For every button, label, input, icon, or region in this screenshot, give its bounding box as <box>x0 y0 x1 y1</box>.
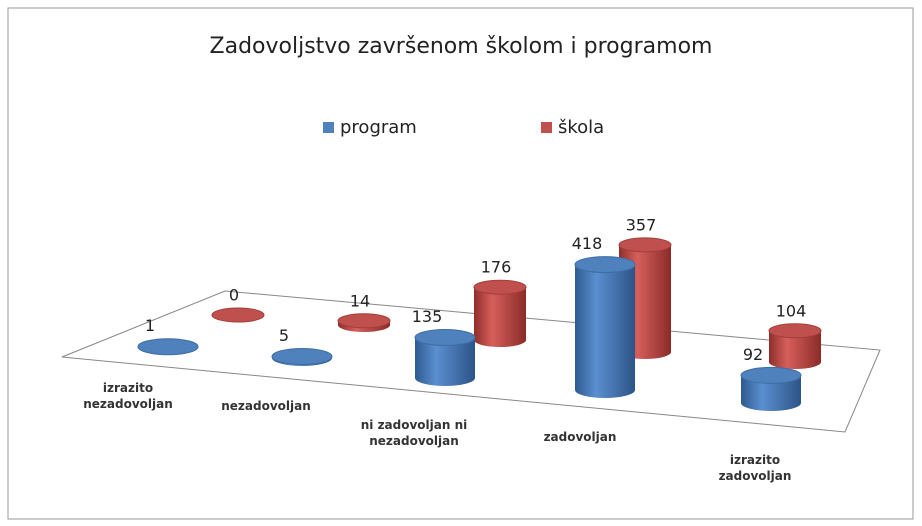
data-label: 418 <box>572 234 603 253</box>
cylinder <box>740 366 802 411</box>
data-label: 135 <box>412 307 443 326</box>
cylinder-top <box>768 323 822 339</box>
legend-swatch <box>541 122 552 133</box>
cylinder-top <box>618 237 672 253</box>
data-label: 0 <box>229 286 239 305</box>
x-tick-label: izrazito nezadovoljan <box>83 381 173 411</box>
cylinder-top <box>740 366 802 384</box>
x-tick-label: ni zadovoljan ni nezadovoljan <box>360 418 468 448</box>
legend-label: škola <box>558 117 604 138</box>
legend-label: program <box>340 117 417 138</box>
x-tick-label: zadovoljan <box>543 430 617 444</box>
cylinder-top <box>137 338 199 356</box>
data-label: 176 <box>481 258 512 277</box>
cylinder-body <box>575 264 635 398</box>
cylinder-top <box>271 348 333 365</box>
floor <box>61 290 881 433</box>
cylinder-top <box>211 307 265 323</box>
cylinder <box>414 329 476 386</box>
cylinder <box>137 338 199 356</box>
x-tick-label: izrazito zadovoljan <box>718 453 792 483</box>
chart-border <box>7 7 914 520</box>
cylinder <box>574 256 636 398</box>
cylinder <box>271 348 333 366</box>
data-label: 14 <box>350 291 370 310</box>
cylinder-body <box>415 337 475 386</box>
chart-title: Zadovoljstvo završenom školom i programo… <box>210 34 713 59</box>
cylinder-body <box>741 375 801 411</box>
data-label: 357 <box>626 215 657 234</box>
cylinder-top <box>337 313 391 329</box>
data-label: 1 <box>145 316 155 335</box>
data-label: 5 <box>279 326 289 345</box>
cylinder <box>768 323 822 369</box>
x-tick-label: nezadovoljan <box>221 399 311 413</box>
cylinder <box>211 307 265 323</box>
cylinder-top <box>414 329 476 346</box>
data-label: 92 <box>743 345 763 364</box>
data-label: 104 <box>776 301 807 320</box>
cylinder-top <box>473 279 527 295</box>
legend-swatch <box>323 122 334 133</box>
cylinder-top <box>574 256 636 274</box>
cylinder <box>337 313 391 332</box>
cylinder-body <box>769 330 821 369</box>
cylinder-body <box>474 287 526 347</box>
cylinder <box>473 279 527 347</box>
